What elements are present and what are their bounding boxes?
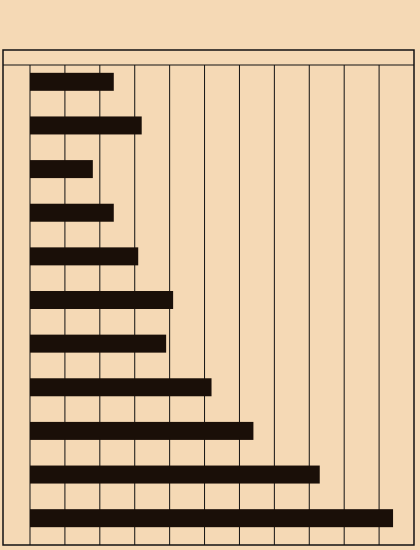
bar xyxy=(30,291,174,309)
bar xyxy=(30,72,114,91)
bar xyxy=(30,421,254,440)
bar xyxy=(30,116,142,135)
bar xyxy=(30,465,320,484)
plot-frame xyxy=(2,49,415,546)
bar xyxy=(30,160,93,179)
bar xyxy=(30,509,394,528)
bar xyxy=(30,378,212,397)
bar xyxy=(30,247,139,266)
bar xyxy=(30,203,114,222)
bar xyxy=(30,334,167,353)
